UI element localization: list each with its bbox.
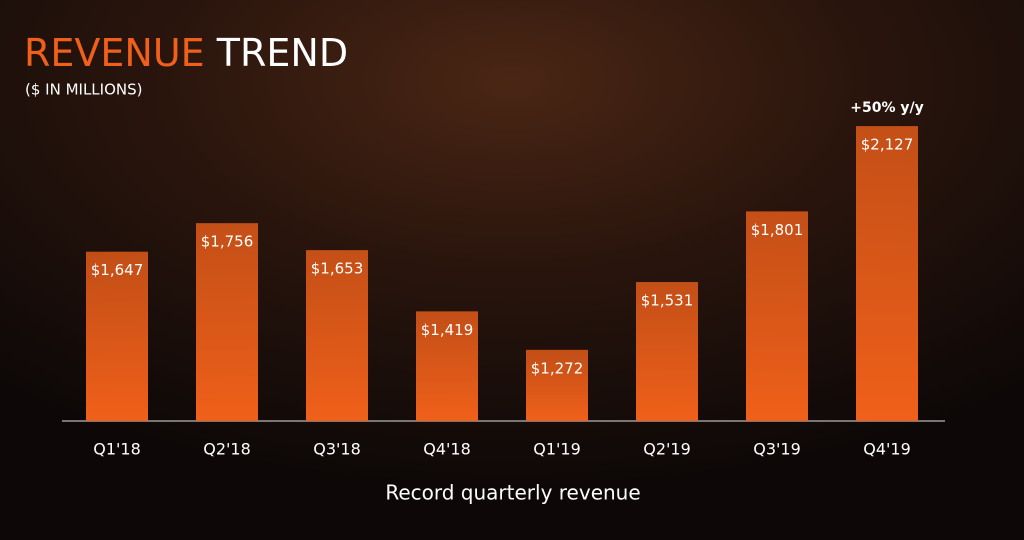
bar	[196, 223, 258, 421]
x-tick-label: Q1'18	[93, 440, 141, 459]
bar	[526, 349, 588, 421]
value-label: $1,419	[421, 321, 474, 339]
bar	[86, 251, 148, 421]
value-label: $1,531	[641, 292, 694, 310]
chart-title: REVENUE TREND	[24, 31, 348, 75]
value-label: $2,127	[861, 136, 914, 154]
title-highlight: REVENUE	[24, 31, 205, 75]
title-rest: TREND	[216, 31, 348, 75]
value-label: $1,801	[751, 221, 804, 239]
value-label: $1,272	[531, 359, 584, 377]
x-tick-label: Q3'19	[753, 440, 801, 459]
bar	[856, 126, 918, 421]
bar	[306, 250, 368, 421]
x-tick-label: Q2'19	[643, 440, 691, 459]
bar	[416, 311, 478, 421]
x-tick-label: Q1'19	[533, 440, 581, 459]
x-axis-label: Record quarterly revenue	[385, 481, 640, 505]
x-tick-label: Q2'18	[203, 440, 251, 459]
x-tick-label: Q4'19	[863, 440, 911, 459]
value-label: $1,653	[311, 260, 364, 278]
annotation: +50% y/y	[850, 100, 923, 116]
bar	[746, 211, 808, 421]
value-label: $1,756	[201, 233, 254, 251]
x-tick-label: Q4'18	[423, 440, 471, 459]
chart-subtitle: ($ IN MILLIONS)	[25, 81, 142, 99]
x-tick-label: Q3'18	[313, 440, 361, 459]
value-label: $1,647	[91, 261, 144, 279]
bar	[636, 282, 698, 421]
